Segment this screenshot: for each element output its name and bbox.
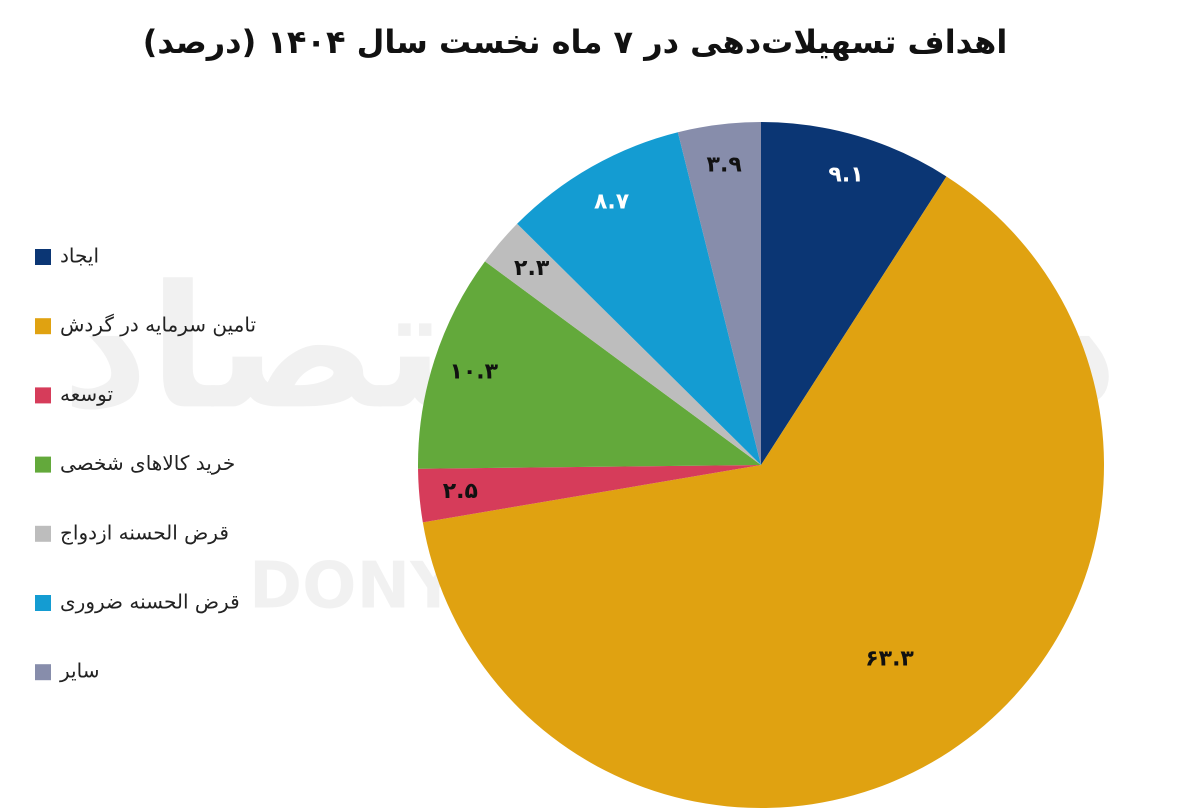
pie-slice bbox=[418, 465, 761, 523]
pie-slice bbox=[484, 223, 761, 465]
value-label: ۹.۱ bbox=[828, 162, 863, 187]
value-label: ۲.۵ bbox=[443, 479, 478, 504]
value-label: ۸.۷ bbox=[594, 190, 630, 215]
pie-slice bbox=[422, 176, 1104, 808]
value-label: ۶۳.۳ bbox=[865, 647, 914, 672]
legend-swatch bbox=[35, 525, 51, 542]
value-label: ۲.۳ bbox=[514, 256, 550, 281]
legend-swatch bbox=[35, 595, 51, 611]
pie-slice bbox=[677, 122, 761, 465]
pie-slice bbox=[418, 261, 761, 469]
legend-swatch bbox=[35, 456, 51, 473]
legend-swatch bbox=[35, 318, 51, 335]
legend-label: سایر bbox=[59, 659, 99, 683]
pie-slice bbox=[761, 122, 947, 465]
legend-label: تامین سرمایه در گردش bbox=[60, 313, 256, 337]
legend-label: ایجاد bbox=[60, 244, 99, 268]
pie-slice bbox=[517, 132, 761, 466]
value-label: ۱۰.۳ bbox=[449, 359, 498, 384]
legend-label: قرض الحسنه ضروری bbox=[60, 590, 240, 614]
value-label: ۳.۹ bbox=[707, 152, 742, 177]
legend-swatch bbox=[35, 249, 51, 265]
legend-label: خرید کالاهای شخصی bbox=[60, 451, 235, 475]
legend-swatch bbox=[35, 387, 51, 404]
legend-label: قرض الحسنه ازدواج bbox=[60, 520, 229, 544]
legend-label: توسعه bbox=[60, 382, 113, 406]
chart-title: اهداف تسهیلات‌دهی در ۷ ماه نخست سال ۱۴۰۴… bbox=[143, 23, 1008, 61]
legend-swatch bbox=[35, 664, 51, 681]
